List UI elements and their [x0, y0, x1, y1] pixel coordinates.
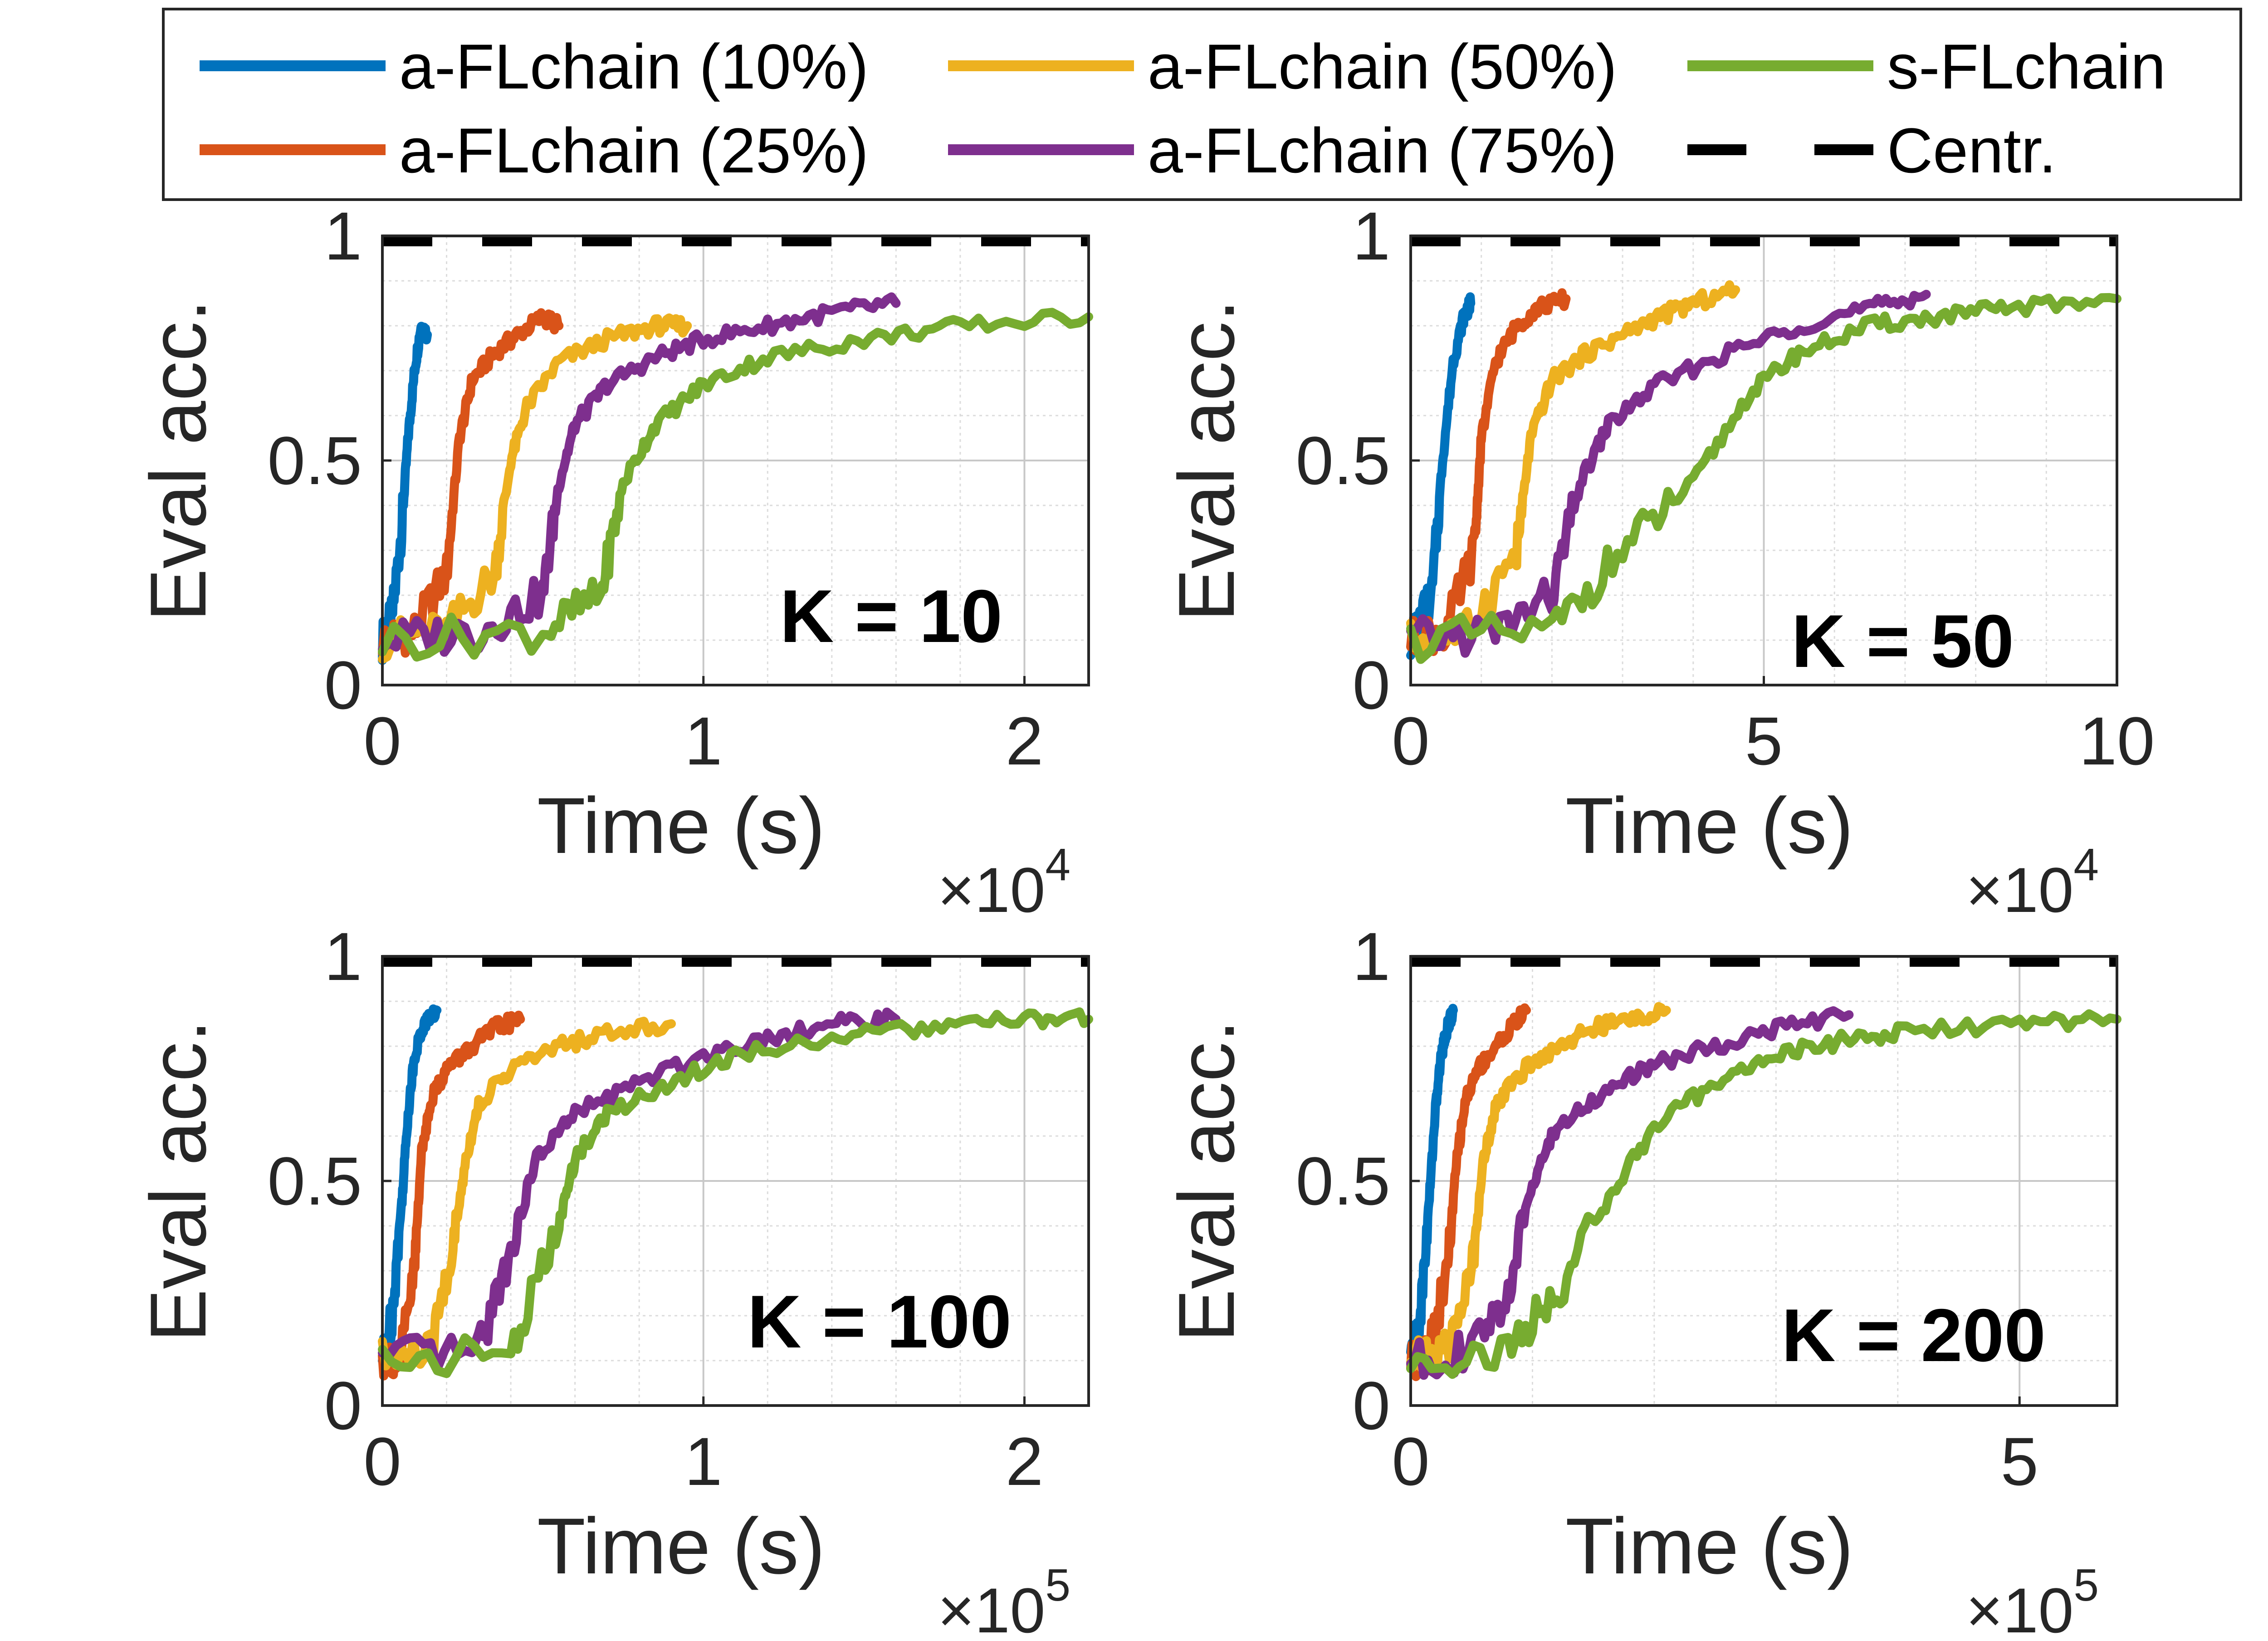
- x-axis-exponent: ×104: [938, 839, 1070, 926]
- series-a-flchain-25: [378, 1010, 525, 1381]
- y-tick-label: 0.5: [1295, 422, 1390, 499]
- panel-k-200: 0 5 0 0.5 1 Time (s) Eval acc. ×105 K = 200: [1163, 918, 2121, 1641]
- panel-k-50: 0 5 10 0 0.5 1 Time (s) Eval acc. ×104 K = 50: [1163, 198, 2155, 926]
- y-tick-label: 0.5: [267, 1143, 362, 1219]
- y-tick-label: 1: [324, 918, 362, 994]
- series-a-flchain-10: [1406, 292, 1476, 660]
- series-a-flchain-10: [378, 322, 432, 665]
- legend-entry-s-flchain: s-FLchain: [1687, 31, 2166, 102]
- series-s-flchain: [378, 308, 1093, 662]
- legend-label-centr: Centr.: [1887, 115, 2057, 186]
- x-tick-label: 5: [1745, 703, 1783, 779]
- x-axis-label: Time (s): [1565, 1502, 1853, 1591]
- series-a-flchain-50: [378, 1017, 676, 1371]
- legend-entry-a-flchain-50: a-FLchain (50%): [948, 31, 1617, 102]
- legend-entry-a-flchain-25: a-FLchain (25%): [200, 115, 869, 186]
- x-tick-label: 2: [1006, 703, 1043, 779]
- panel-label: K = 200: [1782, 1293, 2046, 1377]
- x-axis-exponent: ×105: [1966, 1560, 2099, 1641]
- y-tick-label: 0: [1353, 1367, 1390, 1444]
- panel-label: K = 50: [1791, 599, 2014, 683]
- y-axis-label: Eval acc.: [134, 299, 223, 622]
- legend-entry-centr: Centr.: [1687, 115, 2057, 186]
- y-axis-label: Eval acc.: [1163, 299, 1251, 622]
- series-a-flchain-25: [378, 308, 564, 658]
- legend-label-s-flchain: s-FLchain: [1887, 31, 2166, 102]
- y-tick-label: 0: [1353, 647, 1390, 723]
- x-tick-label: 5: [2001, 1423, 2038, 1499]
- series-a-flchain-25: [1406, 288, 1571, 662]
- legend-entry-a-flchain-75: a-FLchain (75%): [948, 115, 1617, 186]
- y-axis-label: Eval acc.: [1163, 1020, 1251, 1342]
- series-a-flchain-50: [1406, 280, 1740, 658]
- x-tick-label: 10: [2079, 703, 2155, 779]
- series-s-flchain: [1406, 1009, 2121, 1379]
- series-a-flchain-10: [1406, 1004, 1458, 1372]
- legend-label-a-flchain-50: a-FLchain (50%): [1148, 31, 1617, 102]
- series-s-flchain: [378, 1007, 1093, 1378]
- legend: a-FLchain (10%) a-FLchain (50%) s-FLchai…: [162, 8, 2242, 201]
- y-tick-label: 0: [324, 647, 362, 723]
- series-a-flchain-10: [378, 1004, 442, 1366]
- x-axis-exponent: ×104: [1966, 839, 2099, 926]
- series-a-flchain-50: [1406, 1002, 1671, 1378]
- x-axis-label: Time (s): [1565, 782, 1853, 870]
- legend-label-a-flchain-75: a-FLchain (75%): [1148, 115, 1617, 186]
- series-a-flchain-50: [378, 313, 692, 664]
- x-tick-label: 0: [1392, 703, 1429, 779]
- y-tick-label: 0.5: [1295, 1143, 1390, 1219]
- series-a-flchain-75: [378, 1007, 901, 1373]
- legend-label-a-flchain-25: a-FLchain (25%): [399, 115, 869, 186]
- x-axis-label: Time (s): [537, 782, 825, 870]
- y-tick-label: 0: [324, 1367, 362, 1444]
- legend-box: [162, 8, 2242, 201]
- y-axis-label: Eval acc.: [134, 1020, 223, 1342]
- x-tick-label: 0: [363, 1423, 401, 1499]
- series-a-flchain-25: [1406, 1003, 1531, 1381]
- series-a-flchain-75: [378, 292, 901, 657]
- x-axis-exponent: ×105: [938, 1560, 1070, 1641]
- x-axis-label: Time (s): [537, 1502, 825, 1591]
- series-a-flchain-75: [1406, 1006, 1854, 1380]
- series-a-flchain-75: [1406, 289, 1931, 658]
- x-tick-label: 2: [1006, 1423, 1043, 1499]
- y-tick-label: 0.5: [267, 422, 362, 499]
- legend-entry-a-flchain-10: a-FLchain (10%): [200, 31, 869, 102]
- x-tick-label: 1: [684, 703, 722, 779]
- legend-label-a-flchain-10: a-FLchain (10%): [399, 31, 869, 102]
- x-tick-label: 0: [1392, 1423, 1429, 1499]
- panel-label: K = 100: [748, 1280, 1012, 1363]
- x-tick-label: 0: [363, 703, 401, 779]
- y-tick-label: 1: [1353, 198, 1390, 274]
- y-tick-label: 1: [1353, 918, 1390, 994]
- x-tick-label: 1: [684, 1423, 722, 1499]
- y-tick-label: 1: [324, 198, 362, 274]
- series-s-flchain: [1406, 293, 2121, 664]
- panel-label: K = 10: [780, 574, 1002, 658]
